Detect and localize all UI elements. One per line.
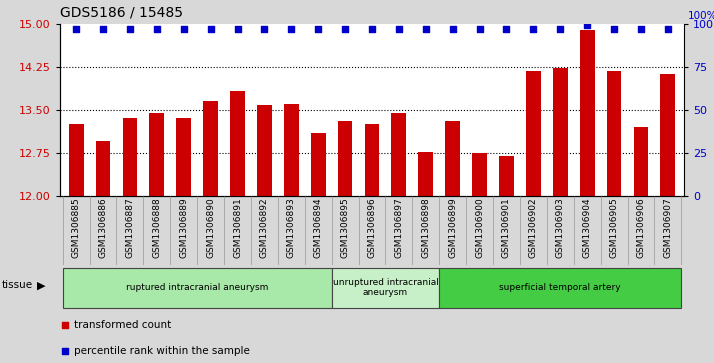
Point (124, 26, 136, 32)
Text: GSM1306896: GSM1306896 (368, 197, 376, 258)
Bar (660, 74, 675, 196)
Bar (338, 121, 353, 196)
Bar (418, 152, 433, 196)
Point (608, 26, 620, 32)
Text: GSM1306906: GSM1306906 (636, 197, 645, 258)
Point (366, 26, 378, 32)
Text: GSM1306897: GSM1306897 (394, 197, 403, 258)
Bar (257, 105, 272, 196)
Bar (69, 124, 84, 196)
Bar (633, 127, 648, 196)
Point (205, 26, 216, 32)
Point (71, 26, 82, 32)
Text: GSM1306894: GSM1306894 (313, 197, 323, 258)
Point (258, 26, 270, 32)
Point (581, 23, 593, 28)
Bar (284, 104, 298, 196)
Point (501, 26, 512, 32)
Point (555, 26, 566, 32)
Point (635, 26, 647, 32)
Text: GSM1306899: GSM1306899 (448, 197, 457, 258)
Point (97, 26, 109, 32)
Point (313, 26, 324, 32)
Bar (526, 71, 540, 196)
Text: GSM1306891: GSM1306891 (233, 197, 242, 258)
FancyBboxPatch shape (331, 268, 439, 308)
Text: ▶: ▶ (37, 280, 46, 290)
Bar (96, 142, 111, 196)
Text: GSM1306885: GSM1306885 (71, 197, 81, 258)
Bar (123, 118, 137, 196)
Point (393, 26, 405, 32)
Bar (230, 91, 245, 196)
Point (339, 26, 351, 32)
Text: GSM1306904: GSM1306904 (583, 197, 592, 258)
Text: GSM1306900: GSM1306900 (475, 197, 484, 258)
Bar (203, 101, 218, 196)
FancyBboxPatch shape (439, 268, 681, 308)
Text: GSM1306886: GSM1306886 (99, 197, 108, 258)
Point (286, 26, 297, 32)
Text: GSM1306893: GSM1306893 (287, 197, 296, 258)
Text: GSM1306890: GSM1306890 (206, 197, 215, 258)
Point (178, 26, 189, 32)
Text: 100%: 100% (688, 11, 714, 21)
Bar (365, 124, 379, 196)
Bar (446, 121, 460, 196)
Text: GDS5186 / 15485: GDS5186 / 15485 (60, 6, 183, 20)
Text: GSM1306895: GSM1306895 (341, 197, 350, 258)
Point (474, 26, 486, 32)
Point (662, 26, 673, 32)
Bar (580, 30, 595, 196)
Text: ruptured intracranial aneurysm: ruptured intracranial aneurysm (126, 283, 268, 292)
Text: GSM1306898: GSM1306898 (421, 197, 431, 258)
Bar (472, 153, 487, 196)
Point (232, 26, 243, 32)
Bar (607, 71, 621, 196)
Point (151, 26, 163, 32)
Point (528, 26, 539, 32)
Bar (499, 156, 514, 196)
Text: GSM1306888: GSM1306888 (152, 197, 161, 258)
Text: unruptured intracranial
aneurysm: unruptured intracranial aneurysm (333, 278, 438, 297)
Text: GSM1306889: GSM1306889 (179, 197, 188, 258)
Text: GSM1306903: GSM1306903 (555, 197, 565, 258)
Bar (391, 113, 406, 196)
Text: GSM1306902: GSM1306902 (529, 197, 538, 258)
FancyBboxPatch shape (63, 268, 331, 308)
Text: GSM1306887: GSM1306887 (126, 197, 134, 258)
Point (420, 26, 431, 32)
Text: GSM1306901: GSM1306901 (502, 197, 511, 258)
Point (273, 229, 284, 234)
Text: GSM1306892: GSM1306892 (260, 197, 269, 258)
Text: GSM1306907: GSM1306907 (663, 197, 673, 258)
Point (447, 26, 458, 32)
Text: superficial temporal artery: superficial temporal artery (500, 283, 621, 292)
Text: percentile rank within the sample: percentile rank within the sample (74, 346, 250, 356)
Text: transformed count: transformed count (74, 320, 171, 330)
Text: GSM1306905: GSM1306905 (610, 197, 618, 258)
Bar (311, 133, 326, 196)
Bar (553, 68, 568, 196)
Text: tissue: tissue (1, 280, 33, 290)
Bar (149, 113, 164, 196)
Bar (176, 118, 191, 196)
